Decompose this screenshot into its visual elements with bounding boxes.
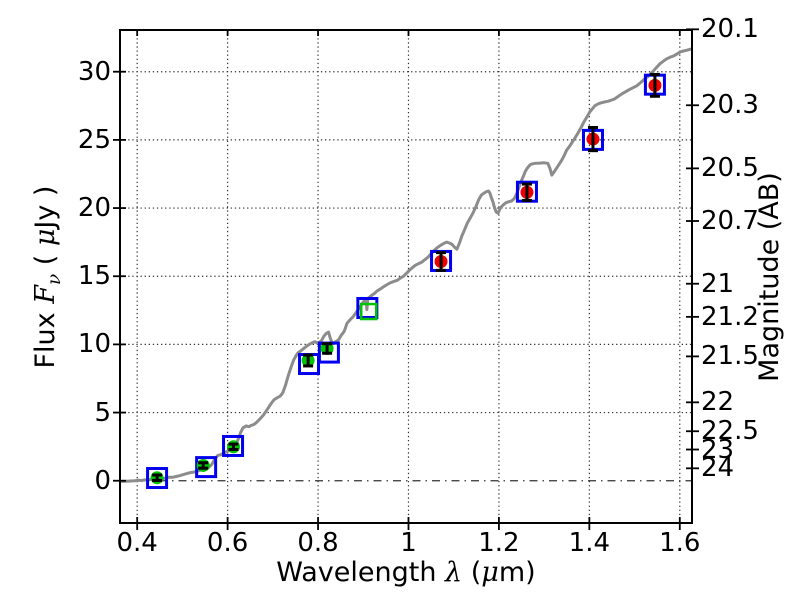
error-bar xyxy=(521,182,532,202)
y-tick-label: 5 xyxy=(94,397,111,428)
y-tick-label: 20 xyxy=(77,193,111,224)
right-tick-label: 22 xyxy=(701,387,735,418)
right-tick-label: 20.7 xyxy=(701,206,759,236)
x-tick-label: 0.6 xyxy=(206,528,249,558)
plot-frame xyxy=(119,29,693,524)
right-tick-label: 23 xyxy=(701,434,735,465)
model-photometry-square xyxy=(195,456,218,479)
error-bar xyxy=(228,442,239,452)
error-bar xyxy=(303,353,314,368)
right-tick-label: 20.1 xyxy=(701,14,759,45)
x-tick-label: 1.2 xyxy=(478,528,520,558)
error-bar xyxy=(587,125,598,153)
error-bar xyxy=(322,342,333,355)
x-axis-label: Wavelength λ (μm) xyxy=(276,557,536,588)
right-tick-label: 24 xyxy=(701,453,735,484)
right-tick-label: 21.2 xyxy=(701,301,759,332)
right-tick-label: 21.5 xyxy=(701,341,759,372)
error-bar xyxy=(649,72,660,98)
error-bar xyxy=(152,473,163,482)
y-tick-label: 25 xyxy=(77,124,111,155)
y-tick-label: 0 xyxy=(94,465,111,496)
right-tick-label: 22.5 xyxy=(701,416,759,447)
x-tick-label: 1 xyxy=(400,528,417,558)
error-bar xyxy=(198,461,209,470)
model-photometry-square xyxy=(146,467,169,490)
observed-photometry-square xyxy=(359,302,378,321)
x-tick-label: 0.4 xyxy=(116,528,158,558)
y-tick-label: 30 xyxy=(77,56,111,87)
right-tick-label: 20.3 xyxy=(701,90,759,121)
error-bar xyxy=(436,251,447,272)
spectrum-curve xyxy=(120,47,692,483)
right-tick-label: 21 xyxy=(701,268,735,299)
x-tick-label: 1.4 xyxy=(568,528,611,558)
x-tick-label: 0.8 xyxy=(297,528,339,558)
right-tick-label: 20.5 xyxy=(701,153,759,184)
y-tick-label: 15 xyxy=(77,261,111,292)
y-tick-label: 10 xyxy=(77,329,111,360)
x-tick-label: 1.6 xyxy=(659,528,701,558)
model-photometry-square xyxy=(222,434,245,457)
